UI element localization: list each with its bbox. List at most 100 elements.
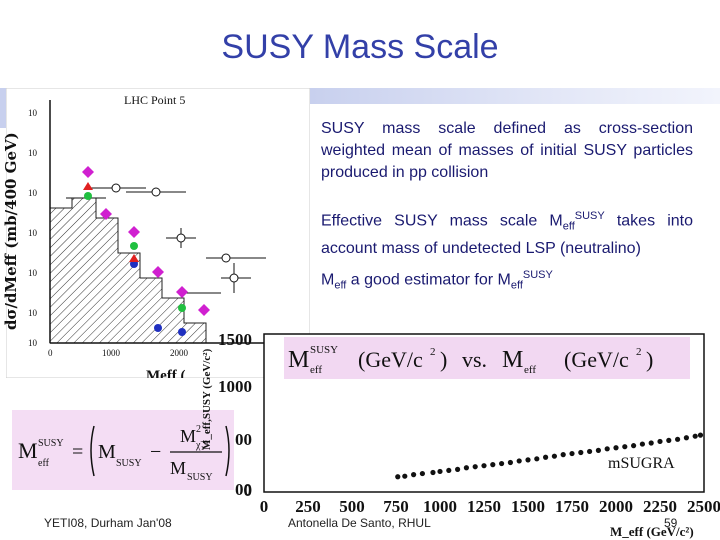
scatter-point: [516, 458, 522, 464]
scatter-point: [587, 448, 593, 455]
left-ytick: 10: [28, 268, 38, 278]
title-unit1-close: ): [440, 347, 447, 372]
formula-num-sup: 2: [196, 424, 201, 435]
scatter-point: [569, 450, 575, 457]
x-axis-label: M_eff (GeV/c²): [610, 524, 694, 539]
slide-title: SUSY Mass Scale: [221, 28, 499, 66]
scatter-point: [639, 441, 645, 447]
title-meff-sub: eff: [524, 364, 536, 376]
header-decoration-bar: [310, 88, 720, 104]
title-meff-susy-sub: eff: [310, 364, 322, 376]
formula-lhs-sub: eff: [38, 458, 50, 469]
title-unit1: (GeV/c: [358, 347, 423, 372]
left-xlabel: Meff (: [146, 368, 186, 378]
bullet-3-prefix: M: [321, 271, 335, 289]
bullet-3-sub2: eff: [510, 279, 523, 292]
scatter-point: [560, 452, 566, 458]
left-ytick: 10: [28, 338, 38, 348]
marker-red: [129, 254, 139, 262]
title-meff: M: [502, 347, 523, 373]
formula-box: M SUSY eff = M SUSY − M 2 χ̃₁⁰ M SUSY: [12, 410, 234, 490]
scatter-point: [437, 468, 443, 475]
title-unit2-close: ): [646, 347, 653, 372]
scatter-point: [666, 437, 672, 443]
scatter-point: [507, 459, 513, 466]
title-unit1-sup: 2: [430, 346, 436, 358]
y-tick-label: 1500: [218, 330, 252, 349]
formula-num: M: [180, 426, 196, 446]
scatter-point: [657, 438, 663, 445]
bullet-2-sub: eff: [562, 220, 575, 233]
scatter-point: [578, 449, 584, 456]
left-ytick: 10: [28, 148, 38, 158]
scatter-point: [395, 474, 401, 480]
x-tick-label: 1750: [555, 497, 589, 516]
marker-magenta: [82, 166, 94, 178]
bullet-3-sub1: eff: [334, 279, 347, 292]
scatter-point: [683, 435, 689, 441]
scatter-point: [543, 454, 549, 460]
scatter-point: [675, 436, 681, 442]
marker-red: [83, 182, 93, 190]
scatter-point: [499, 460, 505, 467]
left-plot-title: LHC Point 5: [124, 93, 185, 107]
marker-blue: [154, 324, 162, 332]
formula-equals: =: [72, 441, 83, 463]
scatter-point: [697, 432, 704, 438]
x-tick-label: 1250: [467, 497, 501, 516]
marker-magenta: [128, 226, 140, 238]
left-ytick: 10: [28, 308, 38, 318]
left-plot: LHC Point 5 10 10 10 10 10 10 10 0 1000 …: [6, 88, 310, 378]
y-tick-label: 1000: [218, 377, 252, 396]
marker-magenta: [198, 304, 210, 316]
scatter-point: [430, 469, 436, 476]
left-xtick: 1000: [102, 348, 121, 358]
x-tick-label: 250: [295, 497, 321, 516]
scatter-point: [402, 473, 408, 479]
y-axis-label: M_eff,SUSY (GeV/c²): [201, 348, 213, 450]
marker-green: [178, 304, 186, 312]
scatter-point: [613, 445, 619, 451]
left-ytick: 10: [28, 188, 38, 198]
scatter-point: [631, 443, 637, 449]
scatter-point: [525, 457, 531, 463]
x-tick-label: 750: [383, 497, 409, 516]
bullet-3-sup: SUSY: [522, 269, 553, 281]
scatter-point: [622, 444, 628, 450]
x-tick-label: 2250: [643, 497, 677, 516]
footer-center: Antonella De Santo, RHUL: [288, 516, 431, 530]
scatter-point: [481, 463, 487, 469]
left-ytick: 10: [28, 228, 38, 238]
scatter-title-box: M SUSY eff (GeV/c 2 ) vs. M eff (GeV/c 2…: [284, 337, 690, 379]
formula-minus: −: [150, 441, 161, 463]
x-tick-label: 2500: [687, 497, 720, 516]
marker-magenta: [176, 286, 188, 298]
model-label: mSUGRA: [608, 455, 675, 472]
scatter-point: [534, 456, 540, 462]
marker-magenta: [152, 266, 164, 278]
page-number: 59: [664, 516, 678, 530]
y-tick-label: 0: [244, 481, 253, 500]
x-tick-label: 0: [260, 497, 269, 516]
left-decoration-bar: [0, 88, 8, 128]
bullet-2-suffix: takes into account mass of undetected LS…: [321, 212, 693, 257]
formula-lhs: M: [18, 438, 38, 463]
scatter-point: [595, 447, 601, 453]
x-tick-label: 2000: [599, 497, 633, 516]
title-unit2: (GeV/c: [564, 347, 629, 372]
scatter-point: [648, 440, 654, 446]
scatter-point: [455, 466, 461, 472]
x-tick-label: 1500: [511, 497, 545, 516]
formula-msusy-sub: SUSY: [116, 458, 142, 469]
footer-left: YETI08, Durham Jan'08: [44, 516, 172, 530]
bullet-3: Meff a good estimator for MeffSUSY: [321, 264, 693, 297]
scatter-point: [551, 453, 557, 459]
title-meff-susy-sup: SUSY: [310, 344, 338, 356]
title-unit2-sup: 2: [636, 346, 642, 358]
scatter-point: [419, 470, 425, 477]
bullet-3-middle: a good estimator for M: [346, 271, 511, 289]
x-tick-label: 1000: [423, 497, 457, 516]
bullet-1: SUSY mass scale defined as cross-section…: [321, 118, 693, 184]
bullet-1-text: SUSY mass scale defined as cross-section…: [321, 120, 693, 181]
scatter-point: [446, 467, 452, 474]
